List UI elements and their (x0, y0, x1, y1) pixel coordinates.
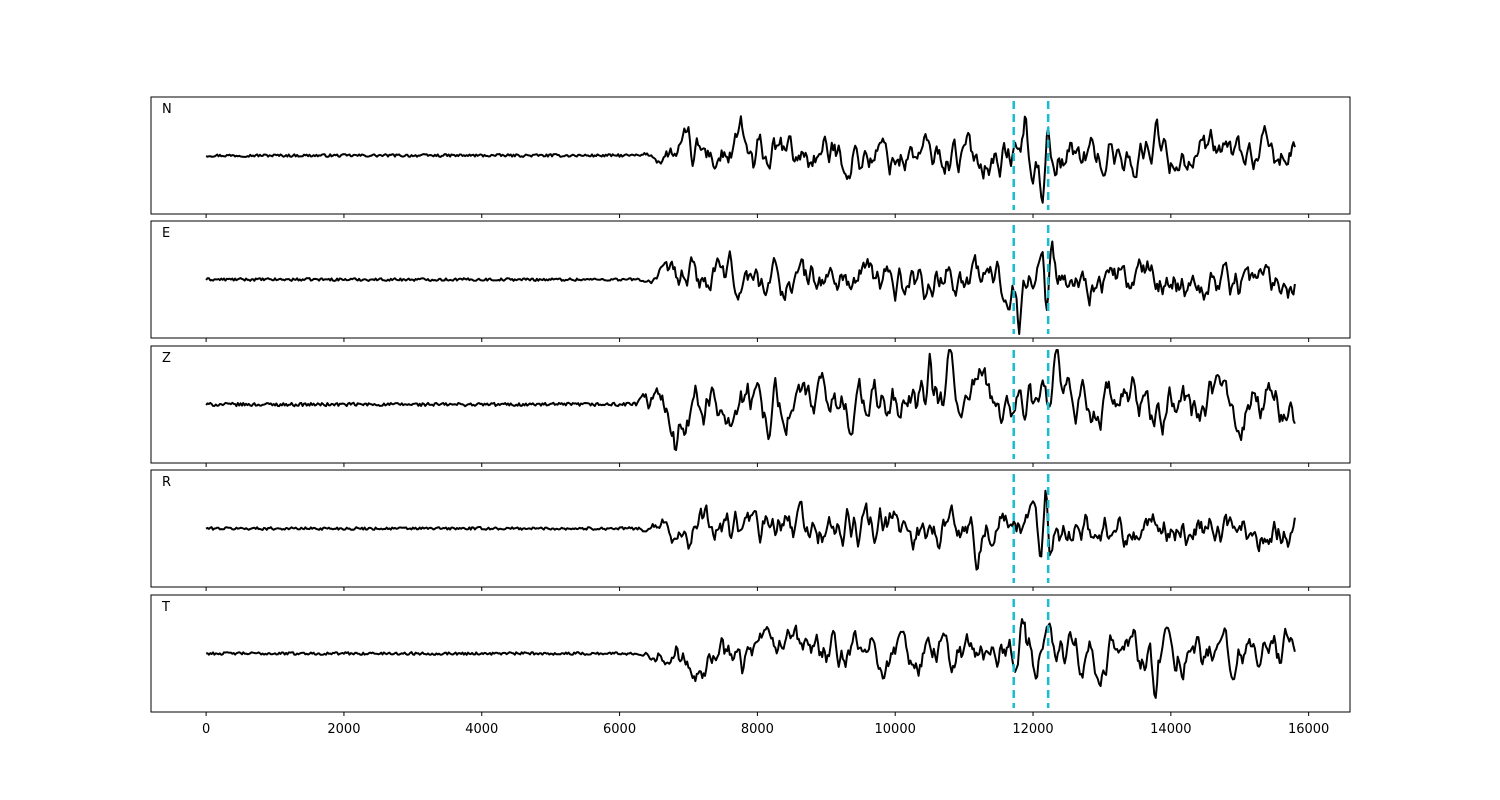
panel-z: Z (150, 345, 1351, 467)
panel-frame (150, 220, 1351, 339)
panel-n: N (150, 96, 1351, 218)
panel-e: E (150, 220, 1351, 342)
x-tick-label: 6000 (603, 722, 636, 737)
panel-label: R (162, 475, 171, 490)
x-tick-label: 12000 (1012, 722, 1053, 737)
x-tick-label: 2000 (327, 722, 360, 737)
panel-r: R (150, 469, 1351, 591)
panel-t: T (150, 594, 1351, 716)
panel-frame (150, 345, 1351, 464)
x-tick-label: 8000 (741, 722, 774, 737)
panel-frame (150, 96, 1351, 215)
waveform-trace-t (205, 618, 1296, 699)
panel-label: T (161, 600, 170, 615)
x-tick-label: 16000 (1288, 722, 1329, 737)
panel-frame (150, 469, 1351, 588)
x-tick-label: 10000 (875, 722, 916, 737)
x-tick-label: 0 (202, 722, 210, 737)
x-tick-label: 4000 (465, 722, 498, 737)
panel-label: Z (162, 351, 171, 366)
waveform-trace-r (205, 489, 1296, 571)
panel-label: N (162, 102, 172, 117)
waveform-trace-n (205, 115, 1296, 204)
waveform-trace-z (205, 349, 1296, 451)
x-tick-label: 14000 (1150, 722, 1191, 737)
panel-frame (150, 594, 1351, 713)
waveform-trace-e (205, 240, 1296, 335)
panel-label: E (162, 226, 170, 241)
